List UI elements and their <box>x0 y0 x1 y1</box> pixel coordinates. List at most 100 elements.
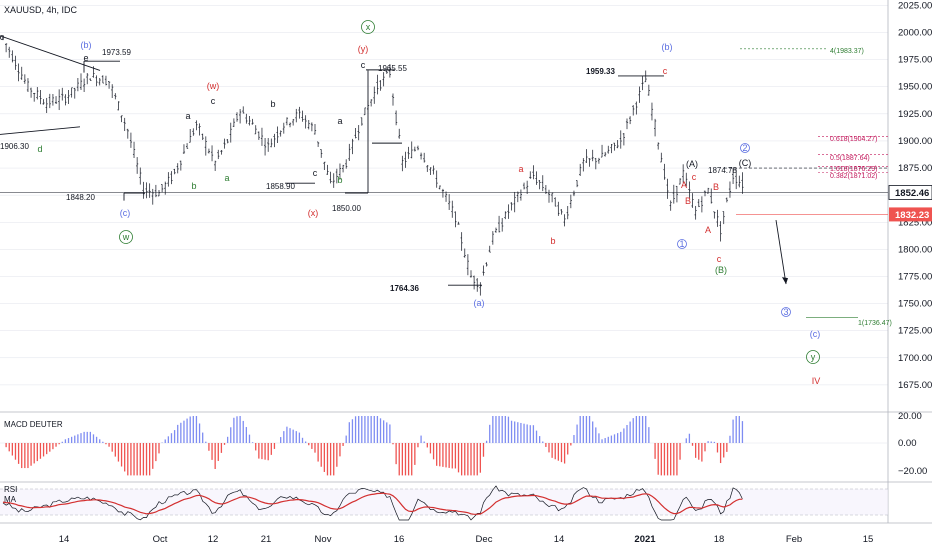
candle <box>58 89 61 111</box>
candle <box>83 78 86 93</box>
price-axis[interactable]: 1675.00 1700.00 1725.00 1750.00 1775.00 1800.… <box>888 0 932 391</box>
candle <box>460 232 463 251</box>
current-price-badge: 1852.46 <box>888 185 932 200</box>
price-note-label: 1764.36 <box>390 284 419 293</box>
candle <box>429 167 432 175</box>
wave-label: (c) <box>120 208 131 218</box>
candle <box>675 185 679 203</box>
wave-label: b <box>191 181 196 191</box>
candle <box>707 187 710 194</box>
candle <box>320 149 323 158</box>
svg-text:c: c <box>717 254 722 264</box>
candle <box>5 43 8 53</box>
candle <box>479 282 482 296</box>
candle <box>419 152 423 160</box>
candle <box>607 145 610 154</box>
candle <box>257 131 260 140</box>
candle <box>64 94 67 106</box>
candle <box>173 168 176 175</box>
candle <box>551 192 554 203</box>
svg-text:a: a <box>185 111 190 121</box>
wave-label: (c) <box>810 329 821 339</box>
rsi-lines <box>0 485 888 521</box>
x-tick-label: Nov <box>315 534 332 545</box>
candle <box>691 193 694 208</box>
candle <box>179 160 182 171</box>
time-axis[interactable]: 14 Oct 12 21 Nov 16 Dec 14 2021 18 Feb 15 <box>59 534 874 545</box>
candle <box>95 75 98 87</box>
candle <box>632 105 635 116</box>
wave-label: (b) <box>81 40 92 50</box>
candle <box>738 175 741 188</box>
candle <box>170 171 173 185</box>
candle <box>61 87 64 101</box>
candle <box>332 173 335 188</box>
candle <box>641 76 644 91</box>
price-note-label: 1874.78 <box>708 166 737 175</box>
candle <box>469 270 473 278</box>
wave-label: 1 <box>677 239 687 249</box>
candle <box>560 209 563 215</box>
x-tick-label: Oct <box>153 534 168 545</box>
candle <box>416 145 420 151</box>
candle <box>376 74 379 95</box>
price-candles[interactable] <box>1 36 744 296</box>
candle <box>338 163 342 180</box>
candle <box>345 159 348 169</box>
candle <box>76 78 79 92</box>
candle <box>488 245 491 253</box>
rsi-title: RSI <box>4 485 17 494</box>
svg-text:(x): (x) <box>308 208 319 218</box>
wave-label: c <box>361 60 366 70</box>
candle <box>444 191 448 202</box>
wave-label: (b) <box>662 42 673 52</box>
y-tick-label: 1750.00 <box>898 299 932 310</box>
price-note-label: 1959.33 <box>586 67 615 76</box>
candle <box>731 167 735 184</box>
x-tick-label: Feb <box>786 534 802 545</box>
candle <box>51 93 55 106</box>
candle <box>67 89 70 105</box>
wave-label: b <box>550 236 555 246</box>
svg-text:2: 2 <box>742 143 747 153</box>
svg-text:IV: IV <box>812 376 821 386</box>
wave-label: A <box>681 180 687 190</box>
candle <box>697 199 700 208</box>
candle <box>485 262 488 267</box>
svg-text:b: b <box>270 99 275 109</box>
candle <box>276 126 279 143</box>
candle <box>535 171 538 185</box>
candle <box>694 205 697 220</box>
candle <box>114 93 117 100</box>
candle <box>735 169 738 190</box>
svg-text:(y): (y) <box>358 44 369 54</box>
annotation-lines <box>0 35 888 319</box>
macd-tick-label: 20.00 <box>898 411 922 422</box>
candle <box>497 215 501 233</box>
candle <box>398 128 401 139</box>
wave-label: (w) <box>207 81 220 91</box>
candle <box>619 130 622 149</box>
candle <box>653 118 657 137</box>
svg-text:a: a <box>518 164 523 174</box>
wave-label: a <box>518 164 523 174</box>
candle <box>329 171 332 184</box>
svg-text:c: c <box>313 168 318 178</box>
x-tick-label: 21 <box>261 534 272 545</box>
candle <box>716 209 719 227</box>
price-note-label: 1850.00 <box>332 204 361 213</box>
wave-label: (B) <box>715 265 727 275</box>
y-tick-label: 1950.00 <box>898 82 932 93</box>
candle <box>198 123 201 136</box>
wave-label: c <box>313 168 318 178</box>
candle <box>454 211 457 228</box>
candle <box>26 78 30 92</box>
price-note-label: 1973.59 <box>102 48 131 57</box>
price-note-label: 1858.90 <box>266 182 295 191</box>
rsi-ma-line <box>2 492 743 515</box>
candle <box>210 145 214 162</box>
y-tick-label: 1875.00 <box>898 163 932 174</box>
x-tick-label: 14 <box>554 534 565 545</box>
